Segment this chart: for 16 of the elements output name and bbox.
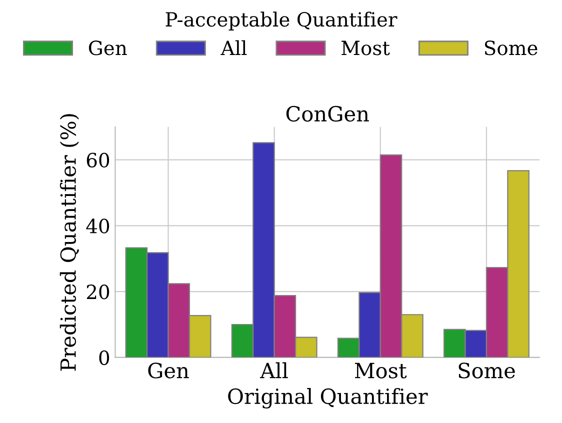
y-tick-label: 40: [86, 218, 110, 234]
legend-title: P-acceptable Quantifier: [166, 12, 398, 30]
y-axis-title: Predicted Quantifier (%): [60, 114, 80, 371]
x-tick-label: Some: [458, 362, 515, 378]
y-tick-label: 60: [86, 152, 110, 168]
legend-label: All: [220, 40, 247, 55]
y-tick-label: 0: [99, 350, 110, 366]
legend-label: Gen: [88, 40, 127, 56]
x-axis-title: Original Quantifier: [228, 388, 428, 408]
chart-title: ConGen: [286, 106, 369, 122]
x-tick-label: All: [260, 362, 288, 378]
legend-label: Most: [342, 40, 390, 56]
x-tick-label: Most: [354, 362, 407, 378]
y-tick-label: 20: [86, 284, 110, 300]
x-tick-label: Gen: [148, 362, 189, 378]
legend-label: Some: [484, 40, 538, 56]
